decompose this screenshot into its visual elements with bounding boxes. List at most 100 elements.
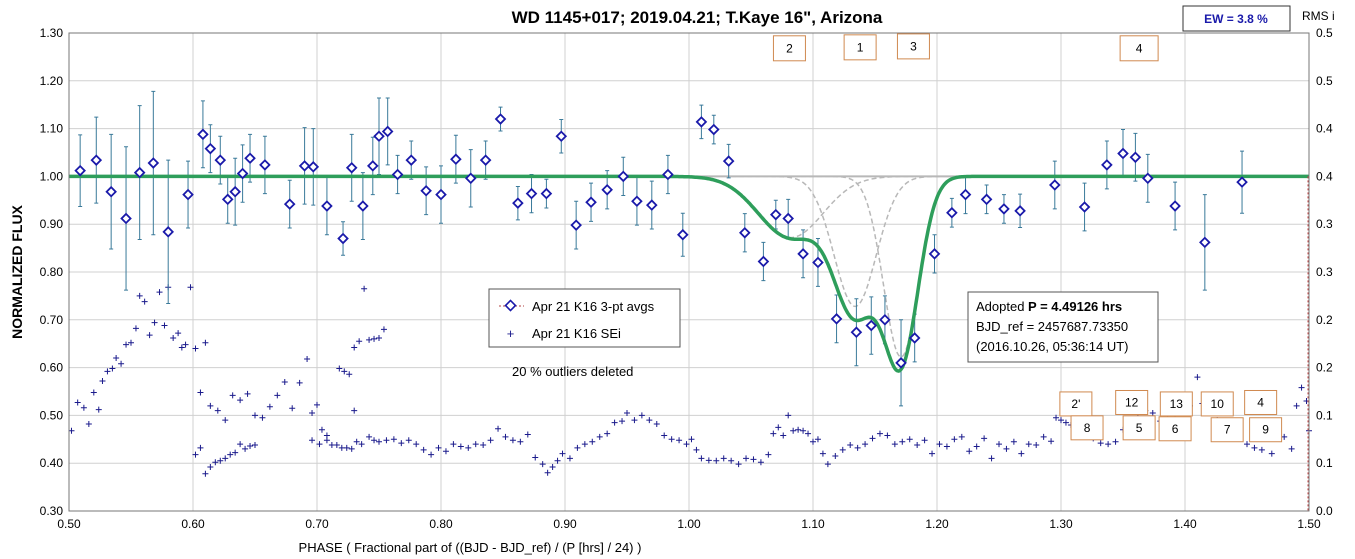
avg-point xyxy=(646,199,658,211)
sei-point xyxy=(1268,450,1275,457)
dip-label-text: 2' xyxy=(1071,397,1080,411)
sei-point xyxy=(309,410,316,417)
sei-point xyxy=(242,445,249,452)
sei-point xyxy=(281,378,288,385)
sei-point xyxy=(653,421,660,428)
sei-point xyxy=(197,444,204,451)
sei-point xyxy=(750,456,757,463)
avg-point xyxy=(525,187,538,200)
dip-label-box xyxy=(1159,391,1193,417)
avg-point xyxy=(197,128,209,141)
sei-point xyxy=(123,341,130,348)
x-tick-label: 1.30 xyxy=(1049,517,1073,531)
avg-point xyxy=(782,212,794,225)
sei-point xyxy=(351,407,358,414)
sei-point xyxy=(688,436,695,443)
sei-point xyxy=(509,437,516,444)
sei-point xyxy=(371,335,378,342)
sei-point xyxy=(698,455,705,462)
avg-point xyxy=(283,198,296,210)
dip-label: 9 xyxy=(1249,417,1283,443)
sei-point xyxy=(252,412,258,419)
sei-point xyxy=(1097,440,1104,447)
sei-point xyxy=(132,325,139,332)
dip-label-text: 1 xyxy=(857,40,864,54)
sei-point xyxy=(780,432,787,439)
sei-point xyxy=(832,453,839,460)
sei-point xyxy=(539,461,546,468)
sei-point xyxy=(532,454,539,461)
dip-label-text: 9 xyxy=(1262,423,1269,437)
dip-label-text: 4 xyxy=(1136,41,1143,55)
y-tick-label: 1.20 xyxy=(40,74,64,88)
sei-point xyxy=(1112,438,1119,445)
sei-point xyxy=(1010,438,1017,445)
sei-point xyxy=(847,442,854,449)
x-tick-label: 1.20 xyxy=(925,517,949,531)
avg-point xyxy=(450,153,462,165)
sei-point xyxy=(814,436,821,443)
avg-point xyxy=(980,193,993,206)
avg-point xyxy=(959,188,972,201)
sei-point xyxy=(314,401,320,408)
model-curve-line xyxy=(69,174,1309,373)
sei-point xyxy=(323,437,330,444)
sei-point xyxy=(266,403,273,410)
avg-point xyxy=(1169,200,1181,212)
avg-point xyxy=(662,168,674,181)
sei-point xyxy=(824,461,831,468)
sei-point xyxy=(333,442,340,449)
avg-point xyxy=(405,154,418,166)
sei-point xyxy=(1251,444,1258,451)
sei-point xyxy=(619,418,626,425)
avg-series xyxy=(74,113,1248,369)
avg-point xyxy=(908,332,921,344)
avg-point xyxy=(895,357,907,369)
y-tick-label: 0.40 xyxy=(40,456,64,470)
sei-point xyxy=(318,426,325,433)
avg-point xyxy=(601,183,613,196)
y-tick-label: 0.80 xyxy=(40,265,64,279)
legend-series-sei: Apr 21 K16 SEi xyxy=(532,326,621,341)
sei-point xyxy=(661,432,668,439)
sei-point xyxy=(217,457,224,464)
legend: Apr 21 K16 3-pt avgs + Apr 21 K16 SEi xyxy=(488,288,681,348)
avg-point xyxy=(677,228,689,241)
avg-point xyxy=(1129,151,1142,164)
avg-point xyxy=(214,154,227,166)
info-box: Adopted P = 4.49126 hrs BJD_ref = 245768… xyxy=(967,291,1159,363)
x-tick-label: 1.40 xyxy=(1173,517,1197,531)
sei-point xyxy=(232,449,239,456)
sei-point xyxy=(549,464,556,471)
sei-point xyxy=(1048,438,1055,445)
y-tick-label: 0.60 xyxy=(40,361,64,375)
sei-point xyxy=(113,355,120,362)
sei-point xyxy=(502,433,509,440)
sei-point xyxy=(966,448,973,455)
sei-point xyxy=(442,448,449,455)
sei-point xyxy=(713,457,720,464)
avg-point xyxy=(298,160,311,172)
avg-point xyxy=(105,185,117,198)
dip-label: 6 xyxy=(1158,416,1192,442)
sei-point xyxy=(222,417,229,424)
sei-point xyxy=(227,451,234,458)
avg-point xyxy=(479,154,492,166)
avg-point xyxy=(998,203,1010,215)
sei-point xyxy=(899,438,906,445)
avg-point xyxy=(928,248,941,260)
avg-point xyxy=(391,168,404,181)
x-tick-labels: 0.50 0.60 0.70 0.80 0.90 1.00 1.10 1.20 1.30 1.40… xyxy=(57,517,1321,531)
sei-point xyxy=(1105,441,1112,448)
legend-diamond-marker xyxy=(504,299,517,312)
avg-point xyxy=(1199,236,1211,249)
ew-label: EW = 3.8 % xyxy=(1204,12,1268,26)
plot-frame xyxy=(68,32,1310,512)
sei-point xyxy=(187,284,194,291)
sei-point xyxy=(495,425,502,432)
y-tick-label: 0.70 xyxy=(40,313,64,327)
sei-point xyxy=(380,326,387,333)
sei-point xyxy=(611,419,618,426)
sei-point xyxy=(457,443,464,450)
dip-label: 12 xyxy=(1115,389,1149,415)
